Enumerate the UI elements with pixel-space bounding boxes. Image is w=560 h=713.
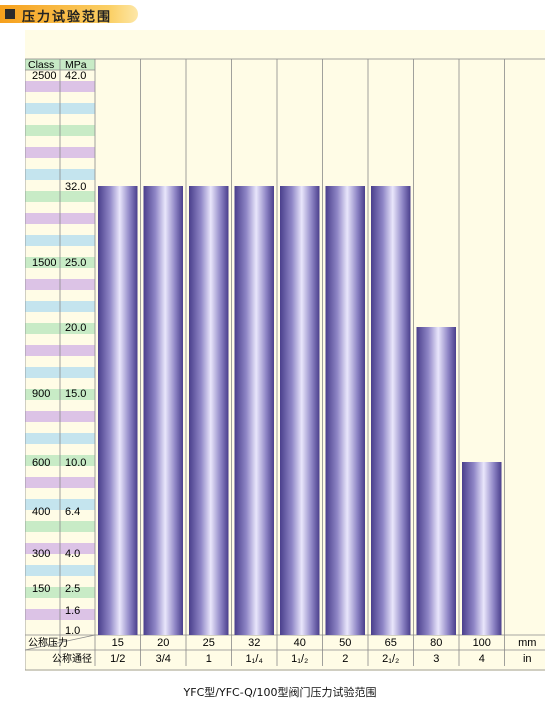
y-tick-mpa: 1.6 xyxy=(65,605,80,617)
chart-panel: Class MPa 42.0 2500 32.0 25.0 1500 20.0 15.0 900 1… xyxy=(25,30,545,671)
y-tick-mpa: 2.5 xyxy=(65,583,80,595)
x-tick-mm: 80 xyxy=(430,637,442,649)
chart-frame xyxy=(25,58,545,671)
bar xyxy=(280,186,320,635)
bar xyxy=(325,186,365,635)
x-tick-in: 2₁/₂ xyxy=(382,653,399,665)
y-tick-class: 1500 xyxy=(32,257,56,269)
y-tick-class: 2500 xyxy=(32,70,56,82)
y-tick-mpa: 6.4 xyxy=(65,506,80,518)
x-tick-mm: 100 xyxy=(473,637,491,649)
x-unit-in: in xyxy=(523,653,532,665)
x-tick-mm: 20 xyxy=(157,637,169,649)
y-tick-mpa: 25.0 xyxy=(65,257,86,269)
section-header: 压力试验范围 xyxy=(0,5,138,25)
bar xyxy=(189,186,229,635)
y-header-class: Class xyxy=(28,59,54,71)
x-tick-in: 3 xyxy=(433,653,439,665)
x-tick-in: 1/2 xyxy=(110,653,125,665)
x-tick-mm: 50 xyxy=(339,637,351,649)
chart-caption: YFC型/YFC-Q/100型阀门压力试验范围 xyxy=(183,686,377,699)
bar xyxy=(416,327,456,635)
bar xyxy=(98,186,138,635)
y-tick-mpa: 42.0 xyxy=(65,70,86,82)
y-tick-class: 600 xyxy=(32,457,50,469)
y-tick-mpa: 20.0 xyxy=(65,322,86,334)
section-title: 压力试验范围 xyxy=(22,10,113,25)
y-tick-mpa: 4.0 xyxy=(65,548,80,560)
y-tick-mpa: 32.0 xyxy=(65,181,86,193)
x-row-label-dn: 公称压力 xyxy=(28,636,68,649)
x-tick-in: 1₁/₂ xyxy=(291,653,308,665)
bar xyxy=(371,186,411,635)
x-tick-mm: 65 xyxy=(385,637,397,649)
y-tick-mpa: 15.0 xyxy=(65,388,86,400)
x-tick-in: 2 xyxy=(342,653,348,665)
x-row-label-nps: 公称通径 xyxy=(52,652,92,665)
y-tick-mpa: 10.0 xyxy=(65,457,86,469)
y-header-mpa: MPa xyxy=(65,59,87,71)
x-unit-mm: mm xyxy=(518,637,536,649)
y-tick-class: 300 xyxy=(32,548,50,560)
x-tick-mm: 25 xyxy=(203,637,215,649)
y-tick-class: 400 xyxy=(32,506,50,518)
x-tick-in: 1₁/₄ xyxy=(246,653,264,665)
bar xyxy=(462,462,502,635)
bar xyxy=(234,186,274,635)
x-tick-mm: 40 xyxy=(294,637,306,649)
y-tick-class: 900 xyxy=(32,388,50,400)
axis-corner-diagonal xyxy=(25,634,96,651)
y-tick-mpa: 1.0 xyxy=(65,625,80,637)
bar xyxy=(143,186,183,635)
x-tick-in: 4 xyxy=(479,653,485,665)
x-tick-in: 3/4 xyxy=(156,653,171,665)
x-tick-in: 1 xyxy=(206,653,212,665)
header-square-icon xyxy=(5,9,15,19)
x-tick-mm: 15 xyxy=(112,637,124,649)
x-tick-mm: 32 xyxy=(248,637,260,649)
y-tick-class: 150 xyxy=(32,583,50,595)
